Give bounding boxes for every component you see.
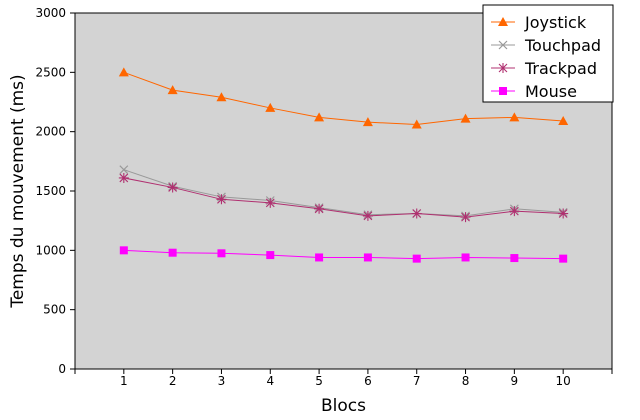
data-point-mouse <box>559 254 568 263</box>
legend-marker-joystick <box>498 17 508 26</box>
legend-marker-mouse <box>499 87 507 95</box>
data-point-mouse <box>119 246 128 255</box>
data-point-joystick <box>314 112 325 122</box>
data-point-mouse <box>510 254 519 263</box>
series-mouse <box>119 246 568 263</box>
series-line-trackpad <box>123 177 564 218</box>
data-point-joystick <box>460 113 471 123</box>
series-line-mouse <box>123 249 564 260</box>
series-layer <box>118 67 569 263</box>
data-point-mouse <box>217 249 226 258</box>
data-point-mouse <box>168 248 177 257</box>
legend-label-joystick: Joystick <box>524 13 587 32</box>
data-point-trackpad <box>558 208 569 219</box>
series-line-touchpad <box>123 169 564 217</box>
legend-label-touchpad: Touchpad <box>524 36 601 55</box>
x-tick-label: 7 <box>413 374 421 388</box>
data-point-mouse <box>461 253 470 262</box>
x-tick-label: 9 <box>511 374 519 388</box>
x-tick-label: 2 <box>169 374 177 388</box>
data-point-joystick <box>118 67 129 77</box>
data-point-joystick <box>167 85 178 95</box>
y-tick-label: 3000 <box>35 6 66 20</box>
x-tick-label: 1 <box>120 374 128 388</box>
data-point-trackpad <box>265 197 276 208</box>
data-point-trackpad <box>411 208 422 219</box>
data-point-trackpad <box>167 182 178 193</box>
data-point-trackpad <box>216 194 227 205</box>
legend: Joystick Touchpad Trackpad Mouse <box>482 4 614 103</box>
data-point-mouse <box>363 253 372 262</box>
data-point-mouse <box>412 254 421 263</box>
data-point-joystick <box>558 115 569 125</box>
x-tick-label: 8 <box>462 374 470 388</box>
x-tick-label: 5 <box>315 374 323 388</box>
y-tick-label: 2500 <box>35 65 66 79</box>
x-tick-label: 10 <box>556 374 571 388</box>
data-point-trackpad <box>118 172 129 183</box>
axes: 0 500 1000 1500 2000 2500 3000 1 2 3 4 5 6 7 8 9 10 <box>35 6 613 388</box>
data-point-joystick <box>216 92 227 102</box>
data-point-trackpad <box>362 210 373 221</box>
series-trackpad <box>118 172 569 223</box>
data-point-joystick <box>265 102 276 112</box>
y-tick-label: 1000 <box>35 243 66 257</box>
data-point-joystick <box>411 119 422 129</box>
legend-marker-touchpad <box>498 40 508 50</box>
x-tick-label: 3 <box>218 374 226 388</box>
y-tick-label: 500 <box>43 303 66 317</box>
legend-label-mouse: Mouse <box>525 82 577 101</box>
y-axis-title: Temps du mouvement (ms) <box>8 74 28 308</box>
series-line-joystick <box>123 71 564 126</box>
data-point-trackpad <box>314 203 325 214</box>
legend-label-trackpad: Trackpad <box>524 59 597 78</box>
data-point-joystick <box>362 117 373 127</box>
data-point-trackpad <box>460 212 471 223</box>
data-point-touchpad <box>119 165 129 175</box>
data-point-joystick <box>509 112 520 122</box>
data-point-mouse <box>266 251 275 260</box>
x-tick-label: 6 <box>364 374 372 388</box>
y-tick-label: 1500 <box>35 184 66 198</box>
series-joystick <box>118 67 569 129</box>
data-point-trackpad <box>509 206 520 217</box>
x-tick-label: 4 <box>266 374 274 388</box>
data-point-mouse <box>315 253 324 262</box>
y-tick-label: 2000 <box>35 125 66 139</box>
y-tick-label: 0 <box>58 362 66 376</box>
x-axis-title: Blocs <box>321 396 366 416</box>
legend-marker-trackpad <box>498 63 508 73</box>
